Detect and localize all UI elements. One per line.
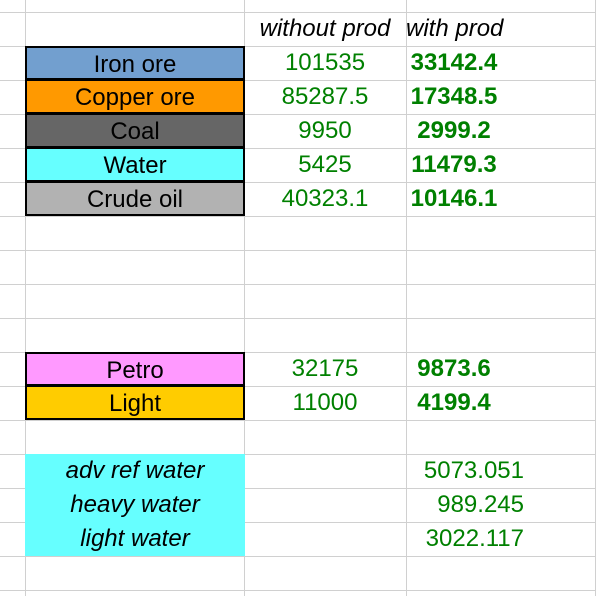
water-label: heavy water (25, 488, 245, 522)
row-label: Water (25, 148, 245, 182)
value-with: 11479.3 (411, 151, 497, 178)
grid-line (406, 0, 407, 596)
grid-line (0, 590, 596, 591)
value-with: 4199.4 (417, 389, 491, 416)
value-without: 40323.1 (281, 185, 369, 212)
grid-line (0, 386, 596, 387)
water-value: 989.245 (437, 491, 524, 518)
grid-line (0, 352, 596, 353)
grid-line (0, 46, 596, 47)
grid-line (0, 182, 596, 183)
row-label: Crude oil (25, 182, 245, 216)
grid-line (0, 556, 596, 557)
value-with: 10146.1 (410, 185, 498, 212)
grid-line (0, 488, 596, 489)
grid-line (0, 318, 596, 319)
value-with: 17348.5 (410, 83, 498, 110)
grid-line (0, 420, 596, 421)
value-without: 32175 (291, 355, 359, 382)
value-without: 11000 (292, 389, 358, 416)
column-header: with prod (406, 15, 504, 42)
grid-line (25, 0, 26, 596)
row-label: Light (25, 386, 245, 420)
grid-line (0, 454, 596, 455)
value-with: 33142.4 (410, 49, 498, 76)
value-without: 5425 (298, 151, 352, 178)
grid-line (0, 216, 596, 217)
grid-line (244, 0, 245, 596)
grid-line (0, 114, 596, 115)
value-without: 9950 (298, 117, 352, 144)
value-without: 101535 (284, 49, 366, 76)
grid-line (0, 284, 596, 285)
row-label: Iron ore (25, 46, 245, 80)
water-value: 5073.051 (423, 457, 524, 484)
row-label: Copper ore (25, 80, 245, 114)
water-label: light water (25, 522, 245, 556)
value-without: 85287.5 (281, 83, 369, 110)
water-value: 3022.117 (425, 525, 524, 552)
grid-line (0, 80, 596, 81)
grid-line (0, 250, 596, 251)
column-header: without prod (259, 15, 391, 42)
row-label: Petro (25, 352, 245, 386)
value-with: 2999.2 (417, 117, 491, 144)
water-label: adv ref water (25, 454, 245, 488)
grid-line (0, 148, 596, 149)
grid-line (0, 522, 596, 523)
grid-line (0, 12, 596, 13)
row-label: Coal (25, 114, 245, 148)
value-with: 9873.6 (417, 355, 491, 382)
